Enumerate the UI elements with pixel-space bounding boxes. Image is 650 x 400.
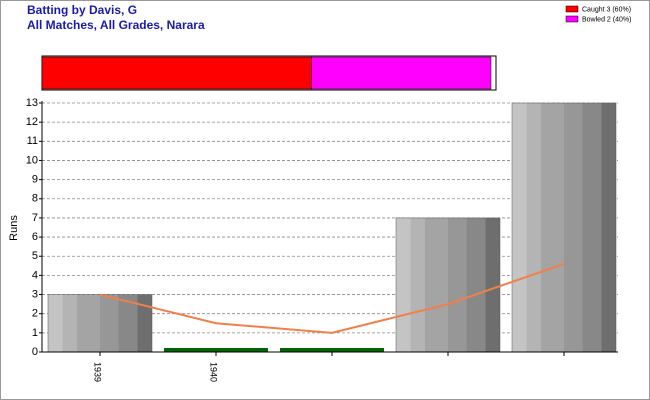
y-tick-label: 3: [32, 288, 38, 300]
bar: [395, 217, 501, 353]
y-tick-label: 2: [32, 308, 38, 320]
y-tick-label: 0: [32, 346, 38, 358]
average-line: [99, 262, 565, 334]
bar-segment: [41, 56, 312, 90]
y-tick-label: 4: [32, 269, 38, 281]
y-tick-label: 9: [32, 174, 38, 186]
x-tick-label: 1940: [209, 362, 219, 382]
y-tick-label: 8: [32, 193, 38, 205]
y-axis-label: Runs: [8, 215, 20, 241]
bar: [280, 348, 384, 352]
y-tick-label: 5: [32, 250, 38, 262]
y-tick-label: 1: [32, 327, 38, 339]
y-tick-label: 6: [32, 231, 38, 243]
legend-label: Bowled 2 (40%): [582, 16, 631, 23]
y-tick-label: 10: [26, 154, 38, 166]
bar: [511, 102, 617, 353]
bar-segment: [311, 56, 492, 90]
y-tick-label: 13: [26, 97, 38, 109]
legend-swatch: [565, 15, 579, 23]
legend-swatch: [565, 5, 579, 13]
legend-label: Caught 3 (60%): [582, 6, 631, 13]
bar: [164, 348, 268, 352]
y-tick-label: 12: [26, 116, 38, 128]
y-tick-label: 11: [27, 135, 38, 147]
x-tick-label: 1939: [93, 362, 103, 382]
y-tick-label: 7: [32, 212, 38, 224]
chart-subtitle: All Matches, All Grades, Narara: [27, 18, 205, 32]
chart-title: Batting by Davis, G: [27, 3, 137, 17]
